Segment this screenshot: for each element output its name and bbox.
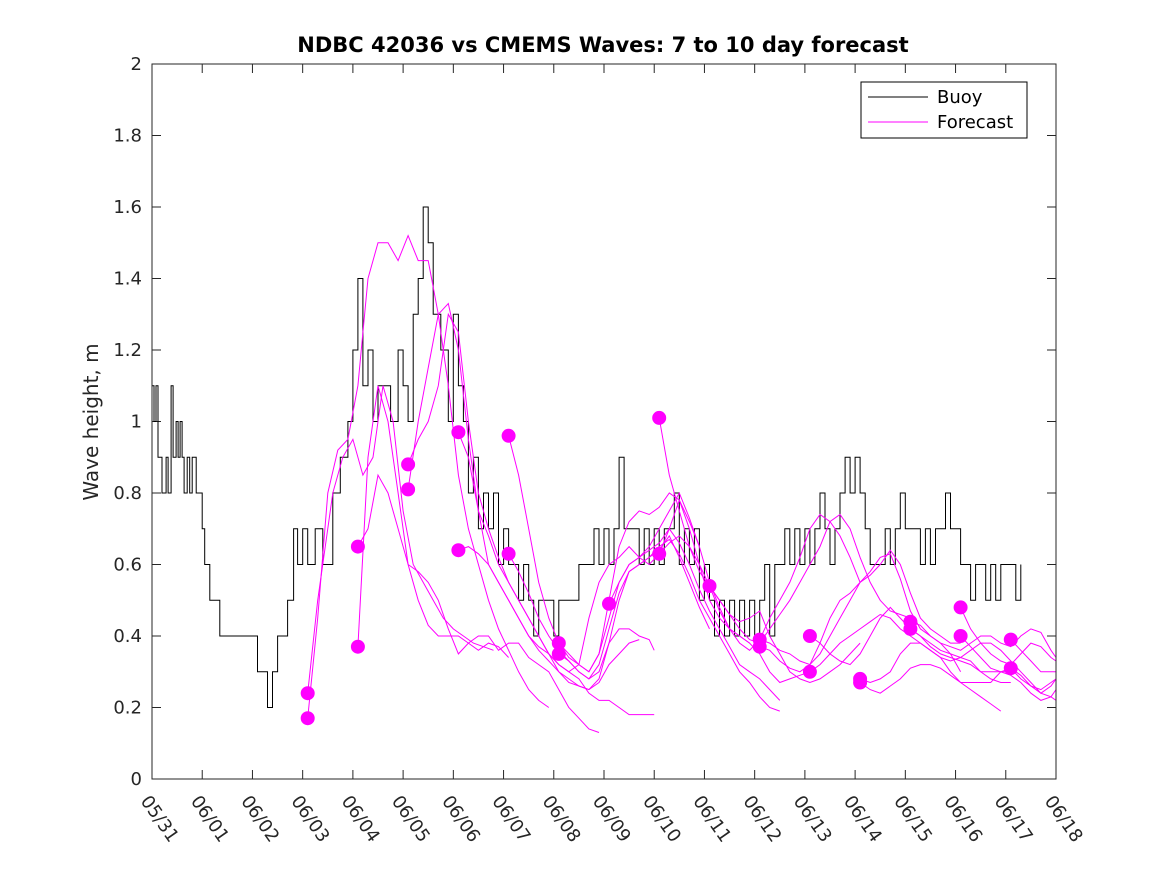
forecast-series-line-18: [759, 553, 962, 673]
series-layer: [152, 206, 1057, 733]
legend: Buoy Forecast: [860, 81, 1028, 139]
forecast-series-line-22: [859, 664, 1002, 712]
y-tick-label: 0.2: [113, 698, 142, 719]
forecast-series-line-26: [960, 635, 1057, 701]
plot-area: [152, 64, 1056, 779]
y-axis: 0 0.2 0.4 0.6 0.8 1 1.2 1.4 1.6 1.8 2: [113, 54, 1056, 790]
forecast-start-marker-19: [802, 629, 817, 643]
forecast-series-line-11: [558, 527, 781, 701]
forecast-series-line-23: [910, 621, 1057, 658]
forecast-start-marker-24: [903, 621, 918, 636]
forecast-start-marker-25: [953, 600, 968, 615]
forecast-series-line-28: [1010, 667, 1057, 691]
forecast-series-line-24: [910, 628, 1057, 694]
forecast-start-marker-14: [652, 410, 667, 425]
y-tick-label: 2: [131, 54, 142, 75]
forecast-series-line-20: [809, 613, 1011, 683]
forecast-start-marker-1: [300, 686, 315, 701]
forecast-series-line-21: [859, 642, 1057, 701]
y-tick-label: 0.8: [113, 483, 142, 504]
forecast-start-marker-26: [953, 629, 968, 643]
chart-title: NDBC 42036 vs CMEMS Waves: 7 to 10 day f…: [297, 33, 908, 57]
y-axis-label: Wave height, m: [79, 343, 103, 500]
forecast-start-marker-9: [501, 428, 516, 443]
forecast-start-marker-13: [602, 596, 616, 611]
forecast-start-marker-10: [501, 546, 516, 561]
forecast-series-line-27: [1010, 639, 1056, 673]
forecast-series-line-10: [508, 534, 710, 680]
buoy-series-line: [152, 206, 1022, 708]
y-tick-label: 1.6: [113, 197, 142, 218]
forecast-start-marker-3: [350, 539, 365, 554]
plot-frame: [151, 63, 1057, 780]
forecast-series-line-16: [709, 513, 911, 644]
forecast-start-marker-8: [451, 543, 466, 558]
y-tick-label: 1: [131, 412, 142, 433]
legend-box: [860, 81, 1028, 139]
forecast-series-line-3: [357, 473, 600, 733]
y-tick-label: 1.8: [113, 126, 142, 147]
forecast-start-marker-6: [401, 482, 416, 497]
forecast-start-marker-15: [652, 546, 667, 561]
forecast-series-line-6: [407, 302, 655, 691]
y-tick-label: 1.4: [113, 269, 142, 290]
y-tick-label: 1.2: [113, 340, 142, 361]
legend-label-forecast: Forecast: [937, 112, 1013, 133]
forecast-start-marker-16: [702, 579, 717, 593]
forecast-start-marker-27: [1003, 632, 1018, 647]
forecast-series-line-2: [307, 234, 550, 719]
forecast-series-line-1: [307, 385, 494, 694]
forecast-start-marker-20: [802, 664, 817, 679]
forecast-start-marker-18: [752, 639, 767, 654]
y-tick-label: 0.4: [113, 626, 142, 647]
forecast-start-marker-2: [300, 711, 315, 726]
forecast-start-marker-4: [350, 639, 365, 654]
plot-background: [152, 64, 1056, 779]
y-tick-label: 0: [131, 769, 142, 790]
forecast-start-marker-7: [451, 425, 466, 440]
forecast-start-marker-28: [1003, 661, 1018, 676]
forecast-series-line-12: [558, 538, 780, 712]
forecast-series-line-4: [357, 385, 509, 658]
forecast-start-marker-12: [551, 646, 566, 661]
forecast-series-line-9: [508, 435, 750, 673]
y-tick-label: 0.6: [113, 555, 142, 576]
forecast-series-line-14: [658, 417, 861, 684]
forecast-start-marker-22: [853, 675, 868, 690]
legend-label-buoy: Buoy: [937, 87, 983, 108]
